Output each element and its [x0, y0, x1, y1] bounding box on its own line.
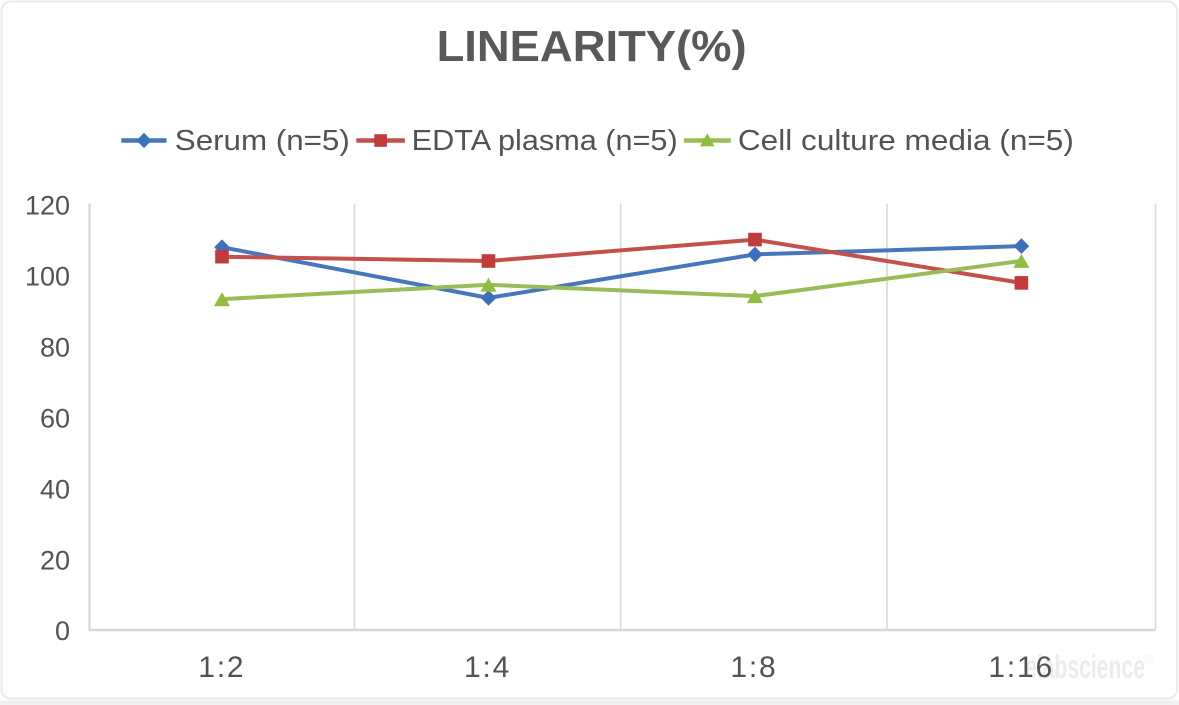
svg-text:®: ®: [1144, 651, 1155, 667]
svg-text:1:8: 1:8: [730, 651, 777, 684]
svg-text:EDTA plasma (n=5): EDTA plasma (n=5): [412, 125, 678, 157]
svg-text:1:16: 1:16: [988, 651, 1054, 684]
svg-text:LINEARITY(%): LINEARITY(%): [437, 22, 747, 71]
svg-text:Cell culture media (n=5): Cell culture media (n=5): [738, 125, 1074, 157]
svg-text:100: 100: [25, 262, 70, 292]
svg-text:1:2: 1:2: [198, 651, 245, 684]
svg-text:120: 120: [25, 191, 70, 221]
svg-text:1:4: 1:4: [464, 651, 511, 684]
svg-text:60: 60: [40, 403, 70, 433]
svg-text:Serum (n=5): Serum (n=5): [175, 125, 350, 157]
svg-text:80: 80: [40, 333, 70, 363]
svg-text:0: 0: [55, 616, 70, 646]
svg-text:40: 40: [40, 474, 70, 504]
svg-text:20: 20: [40, 545, 70, 575]
svg-text:elabscience: elabscience: [1025, 648, 1145, 685]
